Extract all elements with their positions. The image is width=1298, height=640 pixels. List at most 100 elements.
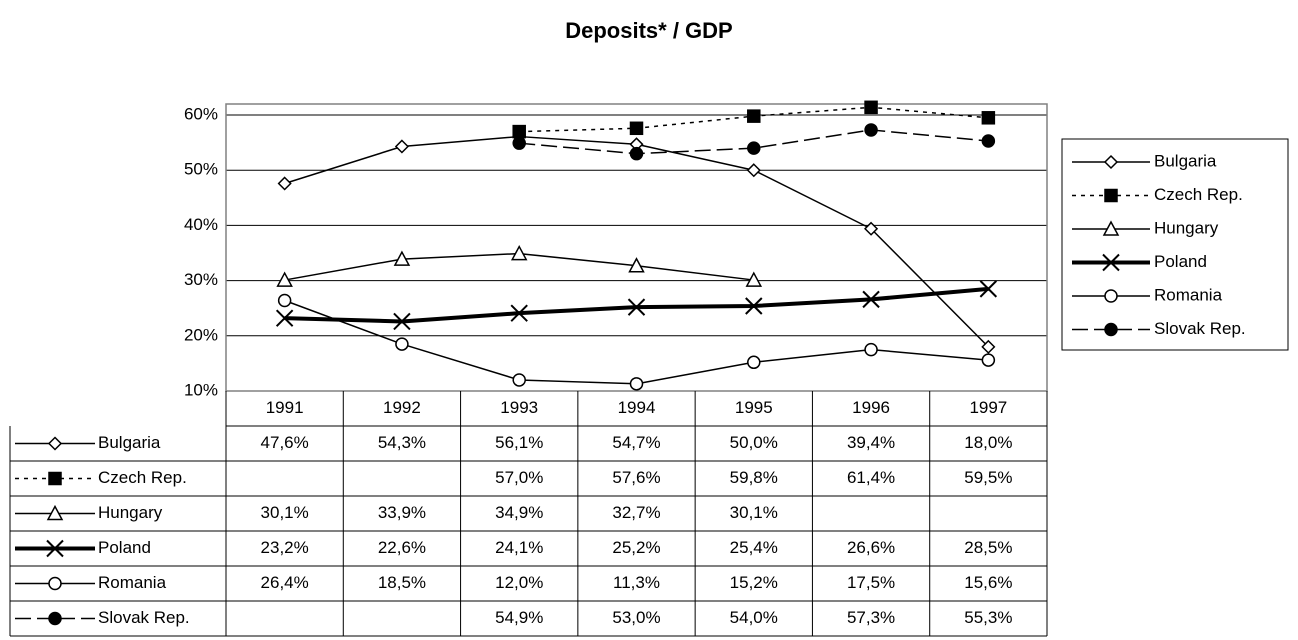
table-cell: 12,0% <box>495 573 543 592</box>
table-row-label: Poland <box>98 538 151 557</box>
table-cell: 57,6% <box>612 468 660 487</box>
marker <box>745 271 763 287</box>
table-row-label: Hungary <box>98 503 163 522</box>
y-tick-label: 10% <box>184 380 218 399</box>
table-cell: 23,2% <box>261 538 309 557</box>
x-tick-label: 1992 <box>383 398 421 417</box>
y-tick-label: 50% <box>184 160 218 179</box>
legend-label: Czech Rep. <box>1154 185 1243 204</box>
marker <box>48 471 62 486</box>
marker <box>981 134 996 148</box>
x-tick-label: 1993 <box>500 398 538 417</box>
legend-label: Slovak Rep. <box>1154 319 1246 338</box>
x-tick-label: 1991 <box>266 398 304 417</box>
table-cell: 32,7% <box>612 503 660 522</box>
legend-box <box>1061 138 1289 351</box>
marker <box>864 123 878 137</box>
legend-label: Poland <box>1154 252 1207 271</box>
table-cell: 54,0% <box>730 608 778 627</box>
table-row-label: Romania <box>98 573 167 592</box>
marker <box>1104 188 1118 203</box>
table-cell: 33,9% <box>378 503 426 522</box>
table-cell: 50,0% <box>730 433 778 452</box>
table-cell: 15,2% <box>730 573 778 592</box>
table-cell: 11,3% <box>613 573 660 592</box>
table-row-label: Slovak Rep. <box>98 608 190 627</box>
marker <box>864 342 878 357</box>
table-cell: 59,5% <box>964 468 1012 487</box>
marker <box>629 146 644 161</box>
table-cell: 22,6% <box>378 538 426 557</box>
marker <box>510 244 528 261</box>
marker <box>629 121 644 136</box>
marker <box>1104 322 1118 337</box>
marker <box>629 377 644 391</box>
y-tick-label: 40% <box>184 215 218 234</box>
marker <box>275 309 294 327</box>
marker <box>746 163 761 178</box>
table-cell: 57,0% <box>495 468 543 487</box>
table-cell: 25,4% <box>730 538 778 557</box>
marker <box>276 271 293 287</box>
table-row-label: Bulgaria <box>98 433 161 452</box>
table-cell: 24,1% <box>495 538 543 557</box>
marker <box>628 257 645 273</box>
marker <box>277 176 292 191</box>
table-cell: 28,5% <box>964 538 1012 557</box>
marker <box>46 504 64 521</box>
table-cell: 26,4% <box>261 573 309 592</box>
marker <box>48 576 62 591</box>
table-cell: 56,1% <box>495 433 543 452</box>
table-cell: 61,4% <box>847 468 895 487</box>
x-tick-label: 1994 <box>618 398 656 417</box>
marker <box>1104 289 1118 303</box>
marker <box>393 250 411 266</box>
x-tick-label: 1995 <box>735 398 773 417</box>
table-cell: 30,1% <box>261 503 309 522</box>
marker <box>747 355 761 370</box>
table-cell: 39,4% <box>847 433 895 452</box>
marker <box>864 221 879 236</box>
marker <box>512 136 526 150</box>
table-cell: 17,5% <box>847 573 895 592</box>
marker <box>512 124 526 139</box>
marker <box>510 304 528 322</box>
marker <box>747 141 761 155</box>
table-cell: 18,0% <box>964 433 1012 452</box>
plot-border <box>225 103 1048 392</box>
marker <box>745 297 763 315</box>
chart-title: Deposits* / GDP <box>565 18 732 43</box>
marker <box>46 539 64 558</box>
table-cell: 55,3% <box>964 608 1012 627</box>
table-cell: 15,6% <box>964 573 1012 592</box>
table-row-label: Czech Rep. <box>98 468 187 487</box>
marker <box>864 100 878 115</box>
table-cell: 25,2% <box>612 538 660 557</box>
marker <box>1103 154 1119 170</box>
marker <box>981 353 996 367</box>
marker <box>48 611 62 626</box>
marker <box>1102 253 1120 272</box>
table-cell: 34,9% <box>495 503 543 522</box>
marker <box>512 373 526 387</box>
x-tick-label: 1996 <box>852 398 890 417</box>
table-cell: 54,7% <box>612 433 660 452</box>
marker <box>394 139 409 154</box>
marker <box>277 293 292 308</box>
marker <box>862 290 880 309</box>
legend-label: Bulgaria <box>1154 151 1217 170</box>
table-cell: 57,3% <box>847 608 895 627</box>
table-cell: 59,8% <box>730 468 778 487</box>
legend-label: Romania <box>1154 285 1223 304</box>
marker <box>47 436 63 451</box>
y-tick-label: 60% <box>184 105 218 124</box>
table-cell: 30,1% <box>730 503 778 522</box>
table-cell: 18,5% <box>378 573 426 592</box>
table-cell: 26,6% <box>847 538 895 557</box>
table-cell: 47,6% <box>261 433 309 452</box>
legend-label: Hungary <box>1154 218 1219 237</box>
y-tick-label: 30% <box>184 270 218 289</box>
marker <box>747 109 761 123</box>
marker <box>1102 220 1120 236</box>
